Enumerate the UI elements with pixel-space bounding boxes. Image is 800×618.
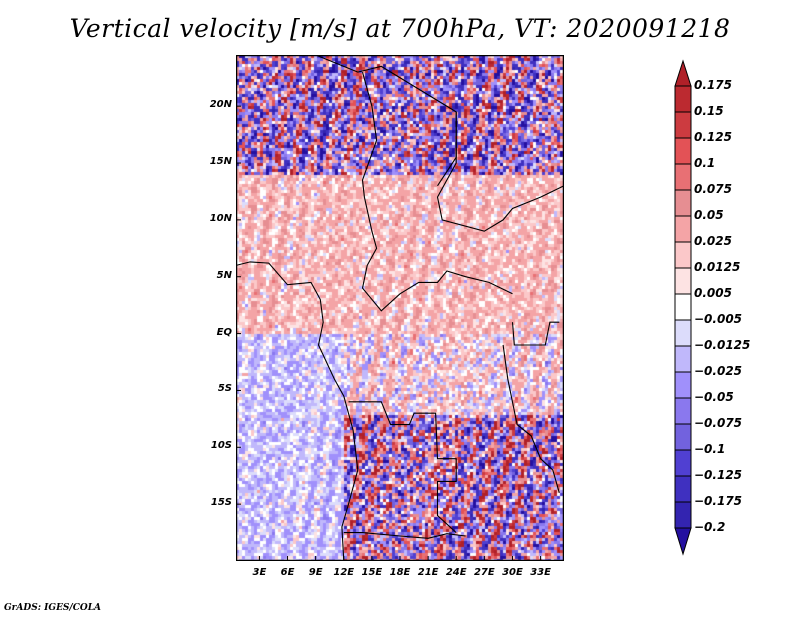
y-tick-label: 5S	[217, 383, 232, 395]
country-border	[348, 401, 457, 534]
x-tick-label: 30E	[502, 567, 523, 578]
colorbar-bin	[674, 345, 692, 373]
x-tick-label: 9E	[308, 567, 323, 578]
colorbar-bin	[674, 423, 692, 451]
colorbar-tick-label: 0.1	[694, 156, 716, 170]
colorbar-tick-label: −0.0125	[694, 338, 751, 352]
colorbar-tick-label: 0.075	[694, 182, 732, 196]
colorbar-bin	[674, 293, 692, 321]
colorbar-max-arrow	[674, 59, 692, 87]
colorbar-tick-label: −0.075	[694, 416, 743, 430]
colorbar-tick-label: 0.05	[694, 208, 724, 222]
x-tick-label: 18E	[389, 567, 411, 578]
x-tick-label: 33E	[530, 567, 551, 578]
plot-frame	[236, 55, 564, 561]
colorbar-tick-label: 0.005	[694, 286, 732, 300]
colorbar-tick-label: −0.2	[694, 520, 726, 534]
colorbar	[674, 59, 692, 556]
velocity-field-heatmap	[236, 55, 564, 561]
colorbar-bin	[674, 111, 692, 139]
x-tick-label: 21E	[417, 567, 439, 578]
y-tick-label: 15S	[210, 497, 232, 509]
x-tick-label: 24E	[445, 567, 467, 578]
colorbar-tick-label: 0.15	[694, 104, 724, 118]
colorbar-bin	[674, 163, 692, 191]
map-overlay	[236, 55, 564, 561]
colorbar-bin	[674, 501, 692, 529]
colorbar-bin	[674, 475, 692, 503]
colorbar-tick-label: −0.175	[694, 494, 743, 508]
y-tick-label: 20N	[209, 99, 232, 111]
colorbar-tick-label: −0.1	[694, 442, 726, 456]
x-tick-label: 12E	[333, 567, 355, 578]
colorbar-bin	[674, 371, 692, 399]
colorbar-tick-label: 0.125	[694, 130, 732, 144]
y-tick-label: 5N	[216, 269, 232, 281]
y-tick-label: 10S	[210, 440, 232, 452]
colorbar-tick-label: 0.175	[694, 78, 732, 92]
colorbar-bin	[674, 85, 692, 113]
colorbar-bin	[674, 189, 692, 217]
colorbar-tick-label: 0.0125	[694, 260, 741, 274]
country-border	[502, 344, 560, 493]
country-border	[315, 55, 457, 187]
country-border	[436, 111, 564, 232]
grads-credit: GrADS: IGES/COLA	[4, 603, 102, 613]
x-tick-label: 6E	[280, 567, 295, 578]
y-tick-label: 15N	[209, 156, 232, 168]
colorbar-bin	[674, 137, 692, 165]
colorbar-bin	[674, 241, 692, 269]
x-tick-label: 27E	[473, 567, 495, 578]
colorbar-bin	[674, 397, 692, 425]
colorbar-bin	[674, 449, 692, 477]
country-border	[236, 261, 359, 561]
colorbar-tick-label: −0.125	[694, 468, 743, 482]
colorbar-bin	[674, 319, 692, 347]
country-border	[511, 321, 560, 346]
country-border	[343, 532, 466, 539]
country-border	[361, 71, 513, 312]
chart-title: Vertical velocity [m/s] at 700hPa, VT: 2…	[69, 14, 731, 43]
colorbar-tick-label: −0.025	[694, 364, 743, 378]
colorbar-tick-label: −0.05	[694, 390, 734, 404]
map-plot-area	[236, 55, 564, 561]
y-tick-label: EQ	[216, 326, 232, 338]
colorbar-bin	[674, 267, 692, 295]
y-tick-label: 10N	[209, 212, 232, 224]
colorbar-tick-label: 0.025	[694, 234, 732, 248]
colorbar-tick-label: −0.005	[694, 312, 743, 326]
colorbar-bin	[674, 215, 692, 243]
x-tick-label: 3E	[252, 567, 267, 578]
colorbar-min-arrow	[674, 527, 692, 556]
x-tick-label: 15E	[361, 567, 383, 578]
